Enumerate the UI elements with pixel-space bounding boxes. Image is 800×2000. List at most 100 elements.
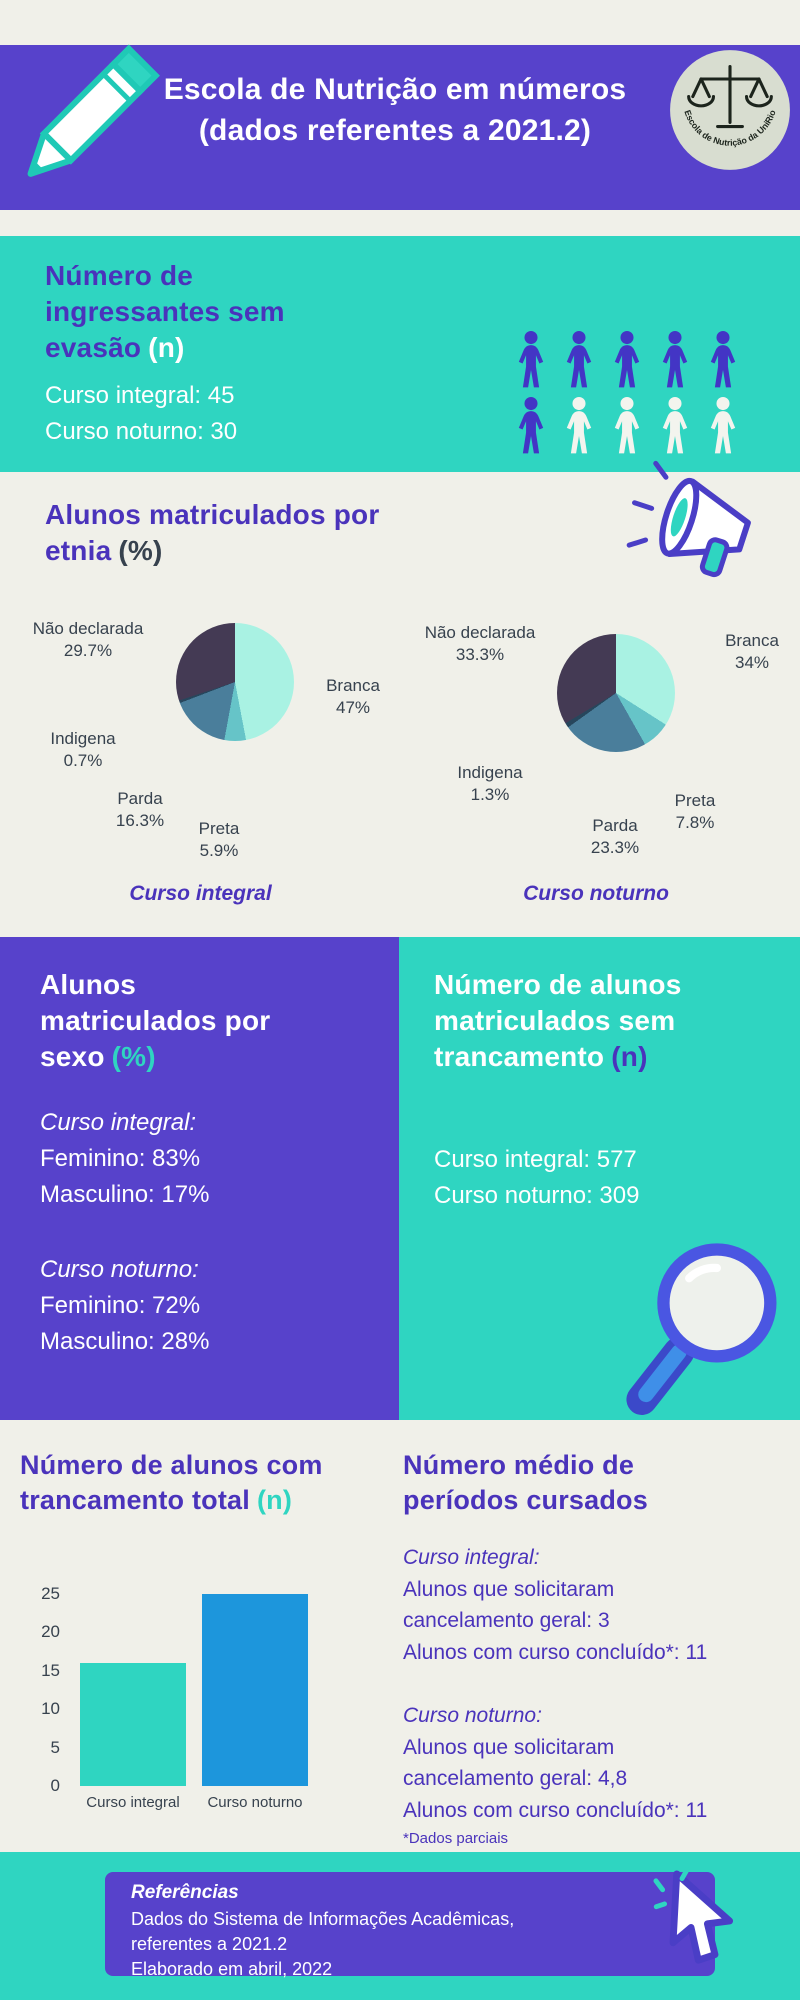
etnia-heading-text: Alunos matriculados por etnia <box>45 499 380 566</box>
label-pct: 0.7% <box>63 751 103 771</box>
pie-caption: Curso noturno <box>523 882 669 905</box>
person-icon <box>710 397 736 454</box>
bar-curso-noturno <box>202 1594 308 1786</box>
bar-chart: 25 20 15 10 5 0 Curso integral Curso noturno <box>22 1585 374 1825</box>
person-icon <box>614 331 640 388</box>
periodos-group-noturno: Curso noturno: Alunos que solicitaram ca… <box>403 1700 795 1826</box>
person-icon <box>566 331 592 388</box>
sexo-heading: Alunos matriculados por sexo (%) <box>40 967 370 1074</box>
megaphone-icon <box>612 458 772 608</box>
ingressantes-heading: Número de ingressantes sem evasão (n) <box>45 258 385 365</box>
group-lines: Feminino: 72% Masculino: 28% <box>40 1292 210 1355</box>
label-text: Parda <box>592 816 638 835</box>
people-row-1 <box>512 330 742 388</box>
y-tick-5: 5 <box>50 1737 60 1757</box>
bar-xlabels: Curso integral Curso noturno <box>74 1794 326 1811</box>
pie-chart-curso-integral <box>176 623 294 741</box>
person-icon <box>662 397 688 454</box>
group-lines: Alunos que solicitaram cancelamento gera… <box>403 1577 708 1664</box>
label-pct: 1.3% <box>470 785 510 805</box>
group-label: Curso noturno: <box>40 1256 199 1283</box>
label-pct: 33.3% <box>455 645 505 665</box>
references-box: Referências Dados do Sistema de Informaç… <box>105 1872 715 1979</box>
section-sem-trancamento: Número de alunos matriculados sem tranca… <box>399 937 800 1420</box>
y-tick-25: 25 <box>41 1584 60 1603</box>
sexo-group-noturno: Curso noturno: Feminino: 72% Masculino: … <box>40 1252 209 1360</box>
label-pct: 34% <box>734 653 770 673</box>
person-icon <box>614 397 640 454</box>
scales-icon <box>687 65 773 129</box>
pie-chart-curso-noturno <box>557 634 675 752</box>
ingressantes-heading-text: Número de ingressantes sem evasão <box>45 260 285 363</box>
label-text: Não declarada <box>424 623 536 642</box>
group-label: Curso integral: <box>403 1546 540 1569</box>
bar-plot <box>74 1594 326 1786</box>
sexo-group-integral: Curso integral: Feminino: 83% Masculino:… <box>40 1105 209 1213</box>
bar-curso-integral <box>80 1663 186 1786</box>
bar-yticks: 25 20 15 10 5 0 <box>22 1585 60 1825</box>
label-pct: 16.3% <box>115 811 165 831</box>
label-pct: 5.9% <box>199 841 239 861</box>
group-label: Curso noturno: <box>403 1704 542 1727</box>
label-text: Preta <box>674 791 716 810</box>
sexo-heading-text: Alunos matriculados por sexo <box>40 969 271 1072</box>
label-pct: 47% <box>335 698 371 718</box>
label-text: Branca <box>725 631 779 650</box>
x-label-1: Curso noturno <box>207 1794 303 1811</box>
person-icon <box>518 331 544 388</box>
pie-label-nao-declarada: Não declarada 29.7% <box>8 618 168 663</box>
cursor-icon <box>648 1866 756 1988</box>
trancamento-total-heading: Número de alunos com trancamento total (n… <box>20 1448 385 1517</box>
periodos-group-integral: Curso integral: Alunos que solicitaram c… <box>403 1542 795 1668</box>
label-text: Preta <box>198 819 240 838</box>
label-text: Indigena <box>457 763 523 782</box>
people-row-2 <box>512 396 742 454</box>
sem-trancamento-heading-suffix: (n) <box>611 1040 648 1072</box>
trancamento-total-heading-text: Número de alunos com trancamento total <box>20 1450 323 1515</box>
person-icon <box>662 331 688 388</box>
pie-label-preta: Preta 7.8% <box>655 790 735 835</box>
label-text: Não declarada <box>32 619 144 638</box>
pie-label-nao-declarada: Não declarada 33.3% <box>400 622 560 667</box>
school-logo: Escola de Nutrição da UniRio <box>668 48 792 172</box>
sem-trancamento-heading-text: Número de alunos matriculados sem tranca… <box>434 969 682 1072</box>
label-text: Parda <box>117 789 163 808</box>
group-lines: Alunos que solicitaram cancelamento gera… <box>403 1735 708 1822</box>
people-pictogram <box>512 330 742 454</box>
sexo-heading-suffix: (%) <box>111 1040 156 1072</box>
periodos-heading: Número médio de períodos cursados <box>403 1450 648 1515</box>
pie-figure-curso-noturno: Não declarada 33.3% Branca 34% Indigena … <box>400 590 792 920</box>
y-tick-0: 0 <box>50 1776 60 1795</box>
magnifier-icon <box>615 1231 790 1416</box>
person-icon <box>518 397 544 454</box>
section-ingressantes: Número de ingressantes sem evasão (n) Cur… <box>0 236 800 472</box>
ingressantes-heading-suffix: (n) <box>148 331 185 363</box>
periodos-footnote: *Dados parciais <box>403 1830 509 1847</box>
page-title: Escola de Nutrição em números (dados ref… <box>163 73 627 147</box>
ingressantes-body: Curso integral: 45 Curso noturno: 30 <box>45 382 238 445</box>
pie-label-indigena: Indigena 1.3% <box>435 762 545 807</box>
label-text: Indigena <box>50 729 116 748</box>
references-body: Dados do Sistema de Informações Acadêmic… <box>131 1909 515 1979</box>
person-icon <box>710 331 736 388</box>
sem-trancamento-heading: Número de alunos matriculados sem tranca… <box>434 967 779 1074</box>
label-pct: 29.7% <box>63 641 113 661</box>
y-tick-10: 10 <box>41 1699 60 1719</box>
label-pct: 7.8% <box>675 813 715 833</box>
pie-label-parda: Parda 16.3% <box>95 788 185 833</box>
pie-label-preta: Preta 5.9% <box>174 818 264 863</box>
y-tick-20: 20 <box>41 1622 60 1642</box>
group-lines: Feminino: 83% Masculino: 17% <box>40 1145 210 1208</box>
pie-label-parda: Parda 23.3% <box>570 815 660 860</box>
x-label-0: Curso integral <box>86 1794 180 1811</box>
pencil-icon <box>0 18 185 218</box>
etnia-heading-suffix: (%) <box>118 534 163 566</box>
section-sexo: Alunos matriculados por sexo (%) Curso in… <box>0 937 399 1420</box>
group-label: Curso integral: <box>40 1109 197 1136</box>
pie-label-branca: Branca 47% <box>308 675 398 720</box>
person-icon <box>566 397 592 454</box>
pie-label-branca: Branca 34% <box>712 630 792 675</box>
etnia-heading: Alunos matriculados por etnia (%) <box>45 497 405 569</box>
label-pct: 23.3% <box>590 838 640 858</box>
